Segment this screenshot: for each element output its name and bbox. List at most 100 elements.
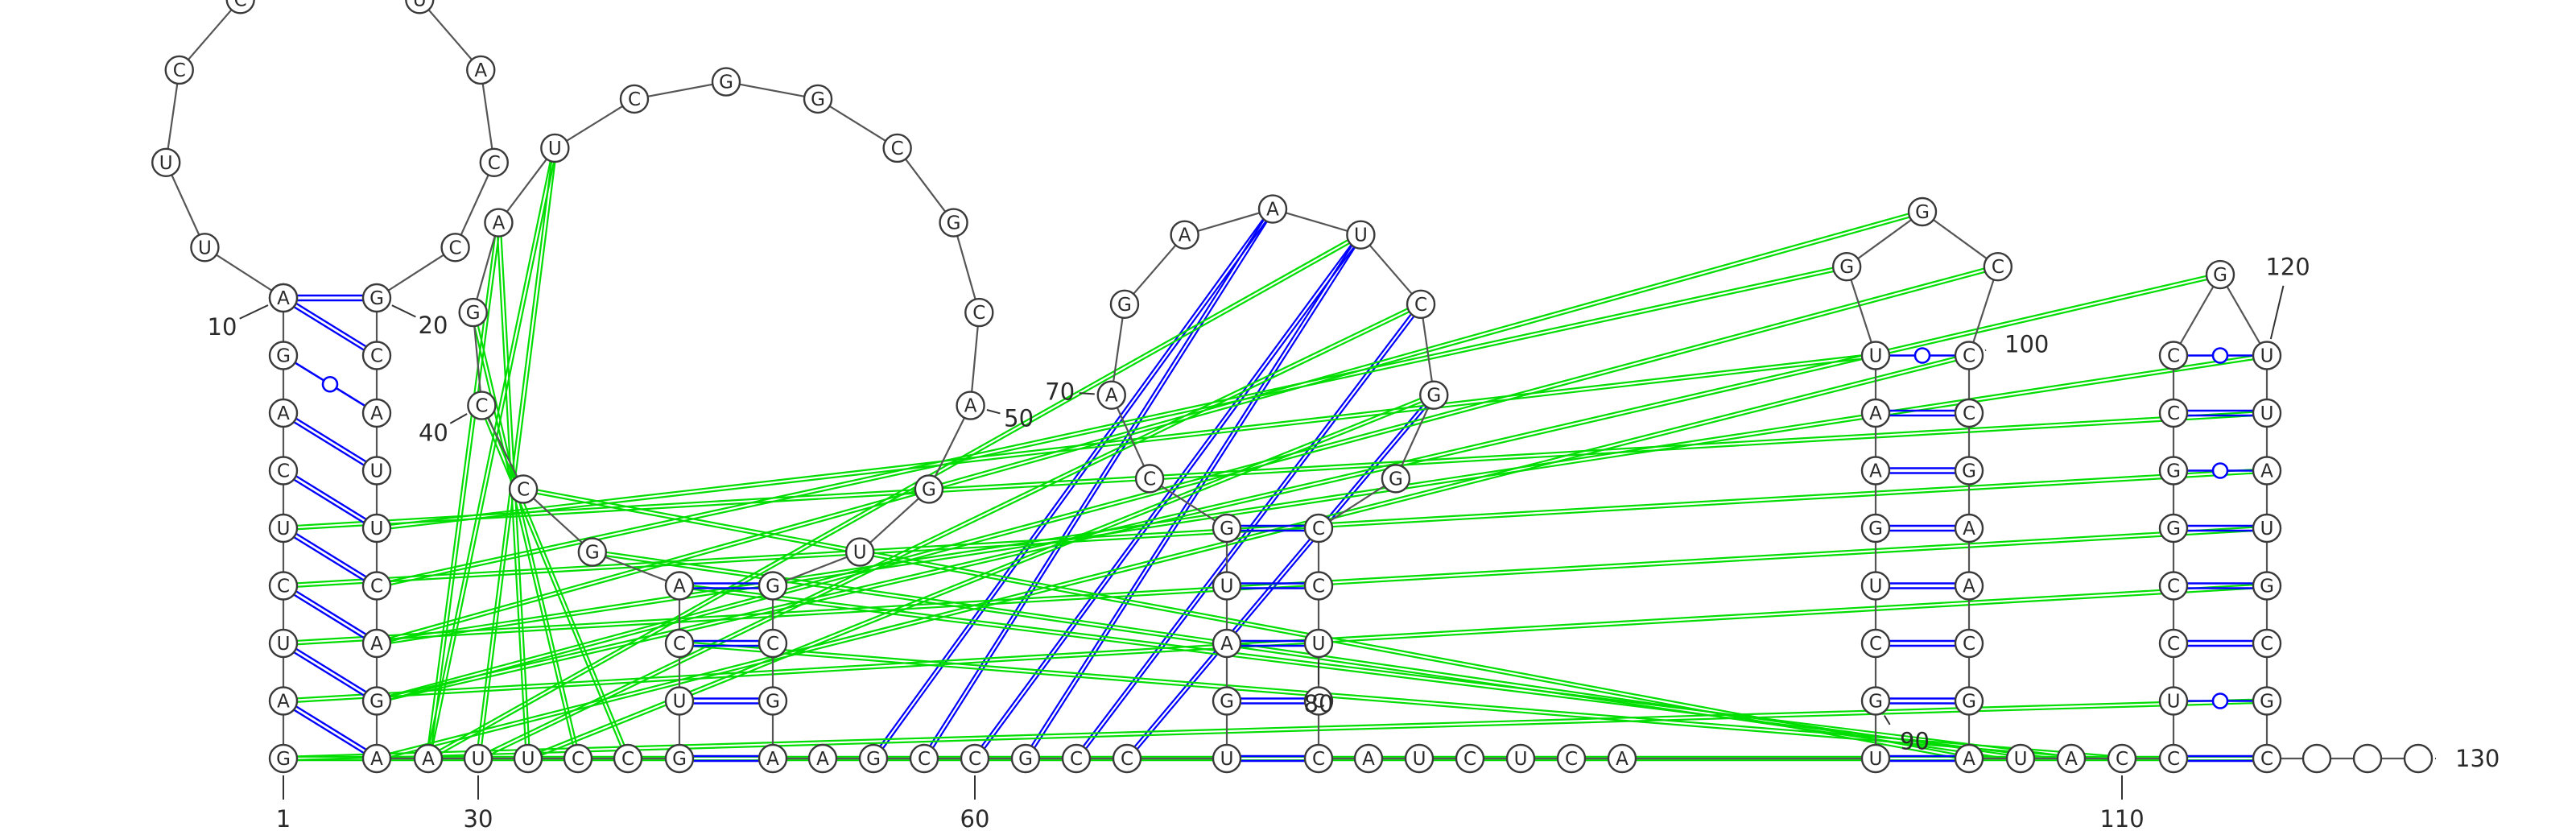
nucleotide-letter: U [1312, 634, 1326, 655]
tertiary-interaction [376, 263, 1847, 589]
base-pair-gu-wobble [1876, 347, 1969, 364]
nucleotide-letter: A [2260, 461, 2273, 482]
tertiary-interaction [1125, 393, 1436, 761]
nucleotide-letter: G [276, 346, 291, 367]
nucleotide: G [1954, 456, 1984, 486]
nucleotide-letter: U [522, 749, 535, 770]
nucleotide-letter: A [1616, 749, 1629, 770]
nucleotide: C [2158, 743, 2189, 774]
nucleotide-letter: C [1312, 577, 1325, 597]
backbone-segment [1846, 266, 1877, 356]
base-pair-watson-crick [1227, 639, 1319, 647]
base-pair-watson-crick [283, 467, 378, 532]
backbone-segment [896, 147, 955, 224]
nucleotide: G [361, 686, 392, 716]
nucleotide-letter: C [1143, 469, 1156, 490]
backbone-segment [927, 405, 972, 490]
nucleotide: U [540, 133, 570, 163]
nucleotide-letter: G [1962, 692, 1976, 713]
tertiary-interaction [376, 353, 2268, 647]
nucleotide: A [1257, 194, 1288, 224]
tertiary-interaction [522, 486, 1970, 762]
nucleotide-letter: C [1963, 634, 1975, 655]
position-label: 110 [2099, 775, 2145, 833]
nucleotide-layer: G A U C U C A G A A U U C C U U A C C G C A U U C A G A A U U C C G U C A G C C… [151, 0, 2434, 774]
nucleotide-letter: A [816, 749, 829, 770]
backbone-segment [1922, 211, 1999, 268]
nucleotide-letter: G [369, 692, 384, 713]
nucleotide-letter: C [2260, 634, 2273, 655]
base-pair-watson-crick [679, 639, 773, 647]
nucleotide-letter: U [370, 519, 384, 539]
nucleotide-letter: U [2167, 692, 2181, 713]
nucleotide: C [964, 297, 994, 328]
nucleotide-letter: G [1962, 461, 1976, 482]
nucleotide-letter: G [766, 577, 780, 597]
backbone-segment [1149, 477, 1228, 529]
base-pair-watson-crick [1227, 524, 1319, 532]
backbone-segment [481, 405, 525, 490]
backbone-segment [1184, 208, 1274, 236]
backbone-segment [480, 69, 495, 163]
nucleotide: C [909, 743, 939, 774]
nucleotide-letter: A [422, 749, 435, 770]
nucleotide-letter: G [947, 213, 961, 234]
nucleotide-letter: C [2167, 346, 2180, 367]
nucleotide: A [2252, 456, 2282, 486]
nucleotide: A [361, 743, 392, 774]
nucleotide: A [413, 743, 444, 774]
nucleotide: U [268, 628, 299, 659]
base-pair-gu-wobble [283, 354, 378, 415]
nucleotide-letter: A [277, 692, 290, 713]
nucleotide: A [1954, 513, 1984, 544]
nucleotide-letter: C [572, 749, 584, 770]
nucleotide-letter: C [766, 634, 779, 655]
nucleotide: A [1860, 398, 1891, 428]
nucleotide: G [1212, 513, 1242, 544]
nucleotide: C [440, 233, 470, 262]
nucleotide: G [758, 686, 788, 716]
base-pair-watson-crick [679, 582, 773, 589]
base-pair-watson-crick [283, 409, 378, 474]
backbone-segment [969, 312, 980, 406]
backbone-segment [165, 162, 206, 248]
base-pair-watson-crick [1876, 697, 1969, 705]
nucleotide-letter: C [1463, 749, 1476, 770]
svg-text:130: 130 [2455, 745, 2500, 772]
position-label: 20 [391, 304, 448, 339]
nucleotide-letter: U [1869, 749, 1883, 770]
base-pair-watson-crick [1876, 409, 1969, 417]
base-pair-gu-wobble [2174, 692, 2267, 709]
tertiary-interaction [376, 263, 1999, 704]
nucleotide: G [361, 283, 392, 313]
nucleotide-letter: U [277, 519, 291, 539]
nucleotide-letter: A [277, 403, 290, 424]
nucleotide: U [2252, 398, 2282, 428]
nucleotide: C [2107, 743, 2137, 774]
nucleotide: G [2252, 686, 2282, 716]
base-pair-gu-wobble [2174, 462, 2267, 479]
nucleotide-letter: U [1514, 749, 1528, 770]
nucleotide: C [268, 456, 299, 486]
nucleotide-letter: C [1869, 634, 1882, 655]
nucleotide: U [361, 513, 392, 544]
nucleotide-letter: U [1354, 225, 1368, 246]
nucleotide: U [463, 743, 493, 774]
nucleotide-letter: A [1963, 577, 1975, 597]
nucleotide-letter: U [472, 749, 485, 770]
nucleotide: C [225, 0, 255, 14]
nucleotide: U [1346, 220, 1376, 250]
backbone-segment [1360, 234, 1422, 305]
nucleotide-letter: U [1869, 346, 1883, 367]
nucleotide: A [268, 686, 299, 716]
nucleotide: A [1954, 743, 1984, 774]
nucleotide-letter: A [370, 749, 383, 770]
nucleotide: U [1212, 571, 1242, 601]
nucleotide: A [361, 628, 392, 659]
nucleotide: G [2158, 513, 2189, 544]
tertiary-interaction [425, 147, 558, 759]
nucleotide-letter: C [621, 749, 634, 770]
backbone-segment [1846, 211, 1923, 268]
tertiary-interaction [679, 583, 2072, 762]
nucleotide-letter: C [972, 303, 985, 324]
